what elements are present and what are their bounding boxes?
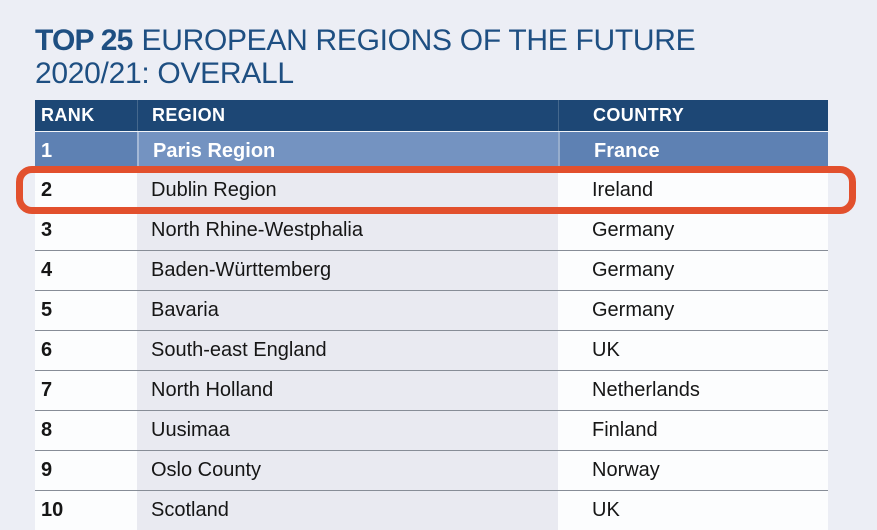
country-cell: France — [558, 132, 828, 170]
table-row: 2 Dublin Region Ireland — [35, 170, 828, 210]
region-cell: Paris Region — [137, 132, 558, 170]
rank-cell: 4 — [35, 251, 137, 290]
rank-cell: 3 — [35, 211, 137, 250]
country-cell: Germany — [558, 251, 828, 290]
rank-cell: 10 — [35, 491, 137, 530]
country-cell: UK — [558, 331, 828, 370]
table-row: 10 Scotland UK — [35, 490, 828, 530]
title-prefix: TOP 25 — [35, 24, 133, 57]
table-body: 1 Paris Region France 2 Dublin Region Ireland… — [35, 131, 828, 530]
rank-cell: 8 — [35, 411, 137, 450]
country-cell: Netherlands — [558, 371, 828, 410]
table-row: 1 Paris Region France — [35, 131, 828, 170]
rank-cell: 5 — [35, 291, 137, 330]
country-cell: Finland — [558, 411, 828, 450]
column-header-rank: RANK — [41, 105, 95, 125]
table-row: 7 North Holland Netherlands — [35, 370, 828, 410]
table-row: 5 Bavaria Germany — [35, 290, 828, 330]
table-row: 4 Baden-Württemberg Germany — [35, 250, 828, 290]
rank-cell: 2 — [35, 170, 137, 210]
page-title: TOP 25 EUROPEAN REGIONS OF THE FUTURE 202… — [35, 24, 795, 90]
rank-cell: 7 — [35, 371, 137, 410]
region-cell: Bavaria — [137, 291, 558, 330]
country-cell: Germany — [558, 291, 828, 330]
table-header: RANK REGION COUNTRY — [35, 100, 828, 131]
country-cell: Norway — [558, 451, 828, 490]
table-row: 3 North Rhine-Westphalia Germany — [35, 210, 828, 250]
table-row: 6 South-east England UK — [35, 330, 828, 370]
table-row: 9 Oslo County Norway — [35, 450, 828, 490]
rank-cell: 1 — [35, 132, 137, 170]
rank-cell: 9 — [35, 451, 137, 490]
country-cell: UK — [558, 491, 828, 530]
column-header-country: COUNTRY — [558, 100, 828, 131]
ranking-table: RANK REGION COUNTRY 1 Paris Region France 2 Du… — [35, 100, 828, 530]
region-cell: Oslo County — [137, 451, 558, 490]
region-cell: Uusimaa — [137, 411, 558, 450]
table-row: 8 Uusimaa Finland — [35, 410, 828, 450]
region-cell: Scotland — [137, 491, 558, 530]
country-cell: Ireland — [558, 170, 828, 210]
column-header-region: REGION — [137, 100, 558, 131]
region-cell: Dublin Region — [137, 170, 558, 210]
region-cell: Baden-Württemberg — [137, 251, 558, 290]
title-line2: 2020/21: OVERALL — [35, 57, 294, 90]
rank-cell: 6 — [35, 331, 137, 370]
region-cell: North Rhine-Westphalia — [137, 211, 558, 250]
region-cell: South-east England — [137, 331, 558, 370]
title-rest: EUROPEAN REGIONS OF THE FUTURE — [141, 24, 696, 57]
country-cell: Germany — [558, 211, 828, 250]
region-cell: North Holland — [137, 371, 558, 410]
